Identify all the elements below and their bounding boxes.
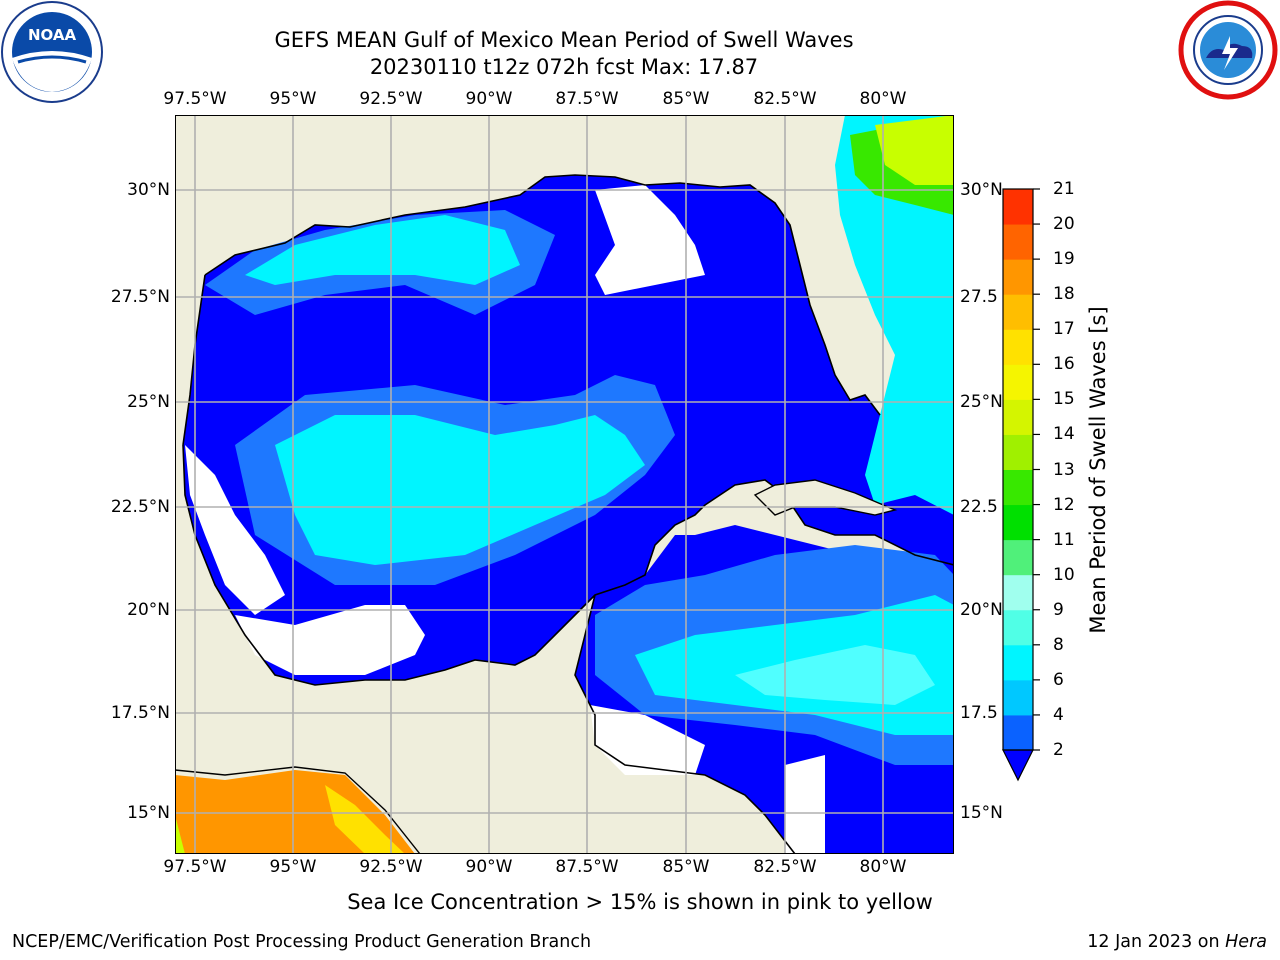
colorbar-tick-label: 10 <box>1053 564 1075 585</box>
lat-label-left: 27.5°N <box>110 287 170 307</box>
colorbar-tick-label: 21 <box>1053 179 1075 199</box>
swell-band-cyan-north <box>245 215 520 285</box>
colorbar-segment <box>1003 329 1033 365</box>
colorbar-segment <box>1003 609 1033 646</box>
colorbar-tick-label: 4 <box>1053 704 1064 725</box>
chart-title: GEFS MEAN Gulf of Mexico Mean Period of … <box>274 28 854 52</box>
lon-label-bottom: 90°W <box>465 857 513 877</box>
colorbar-tick-label: 20 <box>1053 214 1075 235</box>
pacific-swell-green <box>175 815 185 854</box>
nodata-patch-bay <box>235 605 425 675</box>
lon-label-top: 92.5°W <box>359 89 423 109</box>
colorbar-tick-label: 9 <box>1053 599 1064 620</box>
lon-label-bottom: 85°W <box>662 857 710 877</box>
swell-band-cyan-central <box>275 415 645 565</box>
colorbar-segment <box>1003 259 1033 295</box>
lat-label-left: 20°N <box>127 600 170 620</box>
footer-date-text: 12 Jan 2023 on <box>1087 932 1226 952</box>
nodata-patch-honduras <box>590 705 705 775</box>
colorbar-tick-label: 13 <box>1053 459 1075 480</box>
pacific-swell-yellow <box>325 785 405 854</box>
colorbar-segment <box>1003 574 1033 611</box>
lat-label-left: 22.5°N <box>110 497 170 517</box>
lon-label-top: 85°W <box>662 89 710 109</box>
colorbar-segment <box>1003 679 1033 716</box>
colorbar-segment <box>1003 294 1033 330</box>
colorbar-segment <box>1003 469 1033 506</box>
lat-label-right: 15°N <box>960 803 1003 823</box>
colorbar-tick-label: 17 <box>1053 319 1075 340</box>
noaa-logo: NOAA <box>1 1 103 103</box>
colorbar-label: Mean Period of Swell Waves [s] <box>1086 306 1110 634</box>
lon-label-top: 97.5°W <box>163 89 227 109</box>
lon-label-bottom: 97.5°W <box>163 857 227 877</box>
lat-label-right: 22.5 <box>960 497 998 517</box>
lat-label-right: 17.5 <box>960 703 998 723</box>
noaa-logo-text: NOAA <box>28 26 77 44</box>
colorbar-tick-label: 15 <box>1053 389 1075 410</box>
colorbar-segment <box>1003 539 1033 576</box>
colorbar-segment <box>1003 399 1033 435</box>
colorbar-segment <box>1003 434 1033 470</box>
colorbar <box>1002 188 1040 782</box>
lat-label-left: 17.5°N <box>110 703 170 723</box>
map-plot <box>175 115 954 854</box>
atlantic-water <box>835 115 954 515</box>
lat-label-right: 25°N <box>960 392 1003 412</box>
nws-logo <box>1178 0 1278 100</box>
lat-label-right: 30°N <box>960 180 1003 200</box>
footer-credit: NCEP/EMC/Verification Post Processing Pr… <box>12 932 592 952</box>
colorbar-segment <box>1003 714 1033 751</box>
colorbar-tick-label: 11 <box>1053 529 1075 550</box>
chart-subtitle: 20230110 t12z 072h fcst Max: 17.87 <box>369 55 759 79</box>
lat-label-left: 25°N <box>127 392 170 412</box>
colorbar-tick-label: 6 <box>1053 669 1064 690</box>
nodata-patch-west <box>185 445 285 615</box>
colorbar-segment <box>1003 504 1033 541</box>
coastline <box>182 174 954 854</box>
gridlines <box>175 115 954 854</box>
lon-label-bottom: 82.5°W <box>753 857 817 877</box>
colorbar-segment <box>1003 644 1033 681</box>
lon-label-top: 90°W <box>465 89 513 109</box>
lon-label-top: 87.5°W <box>555 89 619 109</box>
nodata-patch-north <box>595 185 705 295</box>
colorbar-tick-label: 16 <box>1053 354 1075 375</box>
colorbar-tick-label: 12 <box>1053 494 1075 515</box>
colorbar-segment <box>1003 224 1033 260</box>
lon-label-top: 95°W <box>269 89 317 109</box>
colorbar-tick-label: 2 <box>1053 740 1064 760</box>
colorbar-under-triangle <box>1002 749 1034 782</box>
colorbar-tick-label: 14 <box>1053 424 1075 445</box>
lon-label-top: 80°W <box>859 89 907 109</box>
nodata-patch-south <box>785 755 825 854</box>
colorbar-segment <box>1003 189 1033 225</box>
lat-label-right: 27.5 <box>960 287 998 307</box>
colorbar-tick-label: 18 <box>1053 284 1075 305</box>
lon-label-bottom: 92.5°W <box>359 857 423 877</box>
lat-label-right: 20°N <box>960 600 1003 620</box>
lat-label-left: 15°N <box>127 803 170 823</box>
lon-label-bottom: 87.5°W <box>555 857 619 877</box>
footer-date: 12 Jan 2023 on Hera <box>1087 932 1267 952</box>
sea-ice-note: Sea Ice Concentration > 15% is shown in … <box>347 890 933 914</box>
lon-label-bottom: 80°W <box>859 857 907 877</box>
footer-host: Hera <box>1225 932 1267 952</box>
lon-label-top: 82.5°W <box>753 89 817 109</box>
colorbar-tick-label: 19 <box>1053 249 1075 270</box>
swell-band-yellow-atlantic <box>875 115 954 185</box>
lat-label-left: 30°N <box>127 180 170 200</box>
colorbar-segment <box>1003 364 1033 400</box>
colorbar-tick-label: 8 <box>1053 634 1064 655</box>
lon-label-bottom: 95°W <box>269 857 317 877</box>
